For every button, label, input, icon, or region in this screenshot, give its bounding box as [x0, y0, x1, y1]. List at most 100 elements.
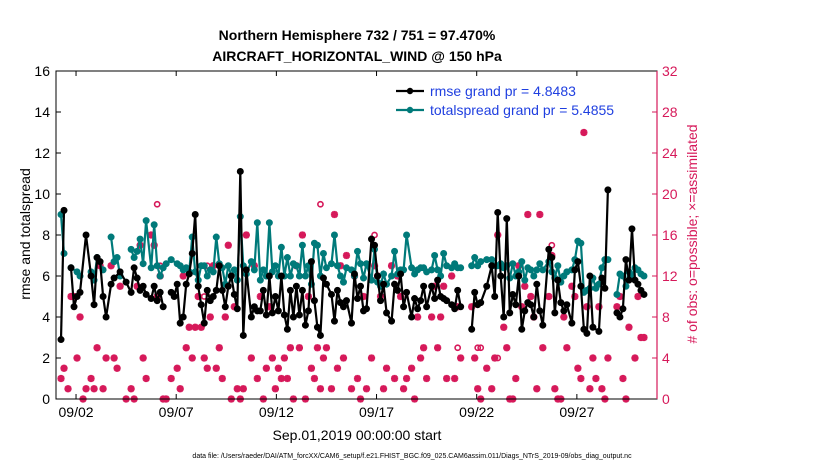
rmse-point [443, 297, 451, 305]
rmse-point [494, 208, 502, 216]
y-tick-label-left: 4 [42, 309, 50, 325]
rmse-point [107, 280, 115, 288]
rmse-point [60, 206, 68, 214]
legend-marker [406, 87, 414, 95]
rmse-point [185, 270, 193, 278]
obs-assimilated-marker [221, 313, 229, 321]
obs-assimilated-marker [167, 374, 175, 383]
rmse-point [388, 317, 396, 325]
obs-assimilated-marker [560, 313, 568, 321]
totalspread-point [360, 274, 368, 282]
obs-assimilated-marker [423, 374, 431, 383]
y-tick-label-right: 24 [662, 145, 678, 161]
obs-assimilated-marker [545, 292, 553, 301]
rmse-point [451, 305, 459, 313]
obs-assimilated-marker [110, 354, 118, 362]
totalspread-point [271, 262, 279, 270]
rmse-point [298, 286, 306, 294]
rmse-point [203, 286, 211, 294]
rmse-point [156, 288, 164, 296]
obs-assimilated-marker [116, 282, 124, 290]
obs-assimilated-marker [483, 364, 491, 372]
obs-assimilated-marker [407, 364, 416, 372]
rmse-point [327, 290, 335, 298]
totalspread-point [391, 247, 399, 255]
totalspread-point [301, 272, 309, 280]
x-tick-label: 09/07 [159, 404, 194, 420]
obs-assimilated-marker [577, 374, 585, 383]
obs-assimilated-marker [353, 374, 362, 383]
obs-assimilated-marker [342, 251, 351, 260]
totalspread-point [130, 254, 138, 262]
totalspread-point [457, 264, 465, 272]
obs-assimilated-marker [277, 374, 285, 383]
obs-assimilated-marker [218, 374, 226, 383]
obs-assimilated-marker [173, 364, 181, 372]
totalspread-point [142, 217, 150, 225]
obs-assimilated-marker [347, 385, 356, 393]
rmse-point [212, 286, 220, 294]
totalspread-point [209, 268, 217, 276]
rmse-point [102, 313, 110, 321]
rmse-point [557, 299, 565, 307]
rmse-point [527, 301, 535, 309]
obs-assimilated-marker [188, 354, 196, 362]
obs-assimilated-marker [586, 385, 594, 393]
obs-assimilated-marker [82, 385, 90, 393]
totalspread-point [113, 254, 121, 262]
totalspread-point [539, 266, 547, 274]
rmse-line [170, 171, 462, 336]
totalspread-point [440, 249, 448, 257]
rmse-point [230, 290, 238, 298]
y-tick-label-left: 10 [34, 186, 50, 202]
rmse-point [551, 309, 559, 317]
totalspread-point [259, 266, 267, 274]
y-tick-label-right: 32 [662, 63, 678, 79]
obs-assimilated-marker [212, 364, 220, 372]
totalspread-point [477, 258, 485, 266]
obs-assimilated-marker [333, 364, 342, 372]
obs-assimilated-marker [203, 364, 211, 372]
y-tick-label-right: 8 [662, 309, 670, 325]
rmse-point [616, 313, 624, 321]
rmse-point [262, 311, 270, 319]
rmse-point [170, 293, 178, 300]
obs-assimilated-marker [64, 385, 72, 393]
rmse-point [571, 266, 579, 274]
rmse-point [194, 282, 202, 290]
rmse-point [280, 311, 288, 319]
obs-assimilated-marker [215, 344, 223, 352]
rmse-point [191, 211, 199, 218]
obs-assimilated-marker [176, 385, 184, 393]
rmse-point [242, 266, 250, 274]
rmse-point [87, 272, 95, 280]
totalspread-point [330, 231, 338, 239]
rmse-point [397, 270, 405, 278]
obs-assimilated-marker [592, 374, 600, 383]
obs-assimilated-marker [271, 385, 279, 393]
y-tick-label-left: 16 [34, 63, 50, 79]
rmse-point [521, 307, 529, 315]
totalspread-point [167, 256, 175, 264]
rmse-point [577, 282, 585, 290]
obs-assimilated-marker [604, 354, 612, 362]
y-tick-label-left: 14 [34, 104, 50, 120]
rmse-point [330, 317, 338, 325]
totalspread-point [298, 241, 306, 249]
obs-assimilated-marker [551, 385, 559, 393]
y-tick-label-left: 2 [42, 350, 50, 366]
obs-assimilated-marker [182, 344, 190, 352]
rmse-point [283, 325, 291, 333]
rmse-point [509, 290, 517, 298]
rmse-point [423, 303, 431, 311]
obs-assimilated-marker [93, 344, 101, 352]
totalspread-point [333, 262, 341, 270]
obs-assimilated-marker [127, 385, 135, 393]
rmse-point [434, 276, 442, 284]
totalspread-point [127, 245, 135, 253]
rmse-point [224, 282, 232, 290]
obs-assimilated-marker [298, 231, 307, 239]
obs-assimilated-marker [113, 364, 121, 372]
totalspread-point [256, 276, 264, 284]
obs-assimilated-marker [533, 385, 541, 393]
